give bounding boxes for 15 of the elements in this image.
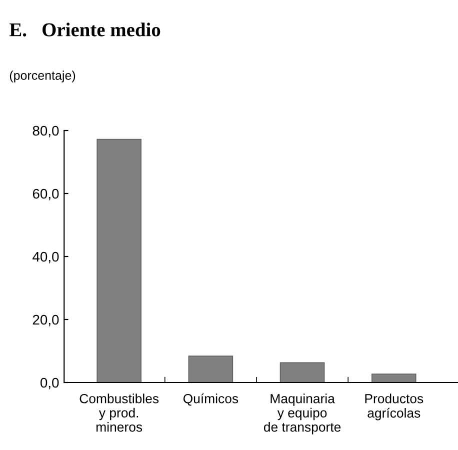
x-tick-label: Maquinaria y equipo de transporte bbox=[264, 394, 341, 434]
bar bbox=[188, 356, 234, 382]
y-tick-label: 80,0 bbox=[32, 126, 59, 138]
y-tick-label: 0,0 bbox=[40, 378, 59, 390]
bar bbox=[280, 362, 325, 382]
y-tick-label: 60,0 bbox=[32, 188, 59, 200]
bar bbox=[96, 138, 142, 382]
chart-title: E. Oriente medio bbox=[9, 22, 160, 36]
y-tick-label: 40,0 bbox=[32, 252, 59, 264]
y-tick-label: 20,0 bbox=[32, 314, 59, 326]
x-tick-label: Combustibles y prod. mineros bbox=[80, 394, 159, 432]
x-tick-label: Productos agrícolas bbox=[365, 394, 424, 420]
chart-subtitle: (porcentaje) bbox=[10, 70, 76, 82]
x-tick-label: Químicos bbox=[183, 393, 238, 406]
bar bbox=[371, 374, 416, 382]
